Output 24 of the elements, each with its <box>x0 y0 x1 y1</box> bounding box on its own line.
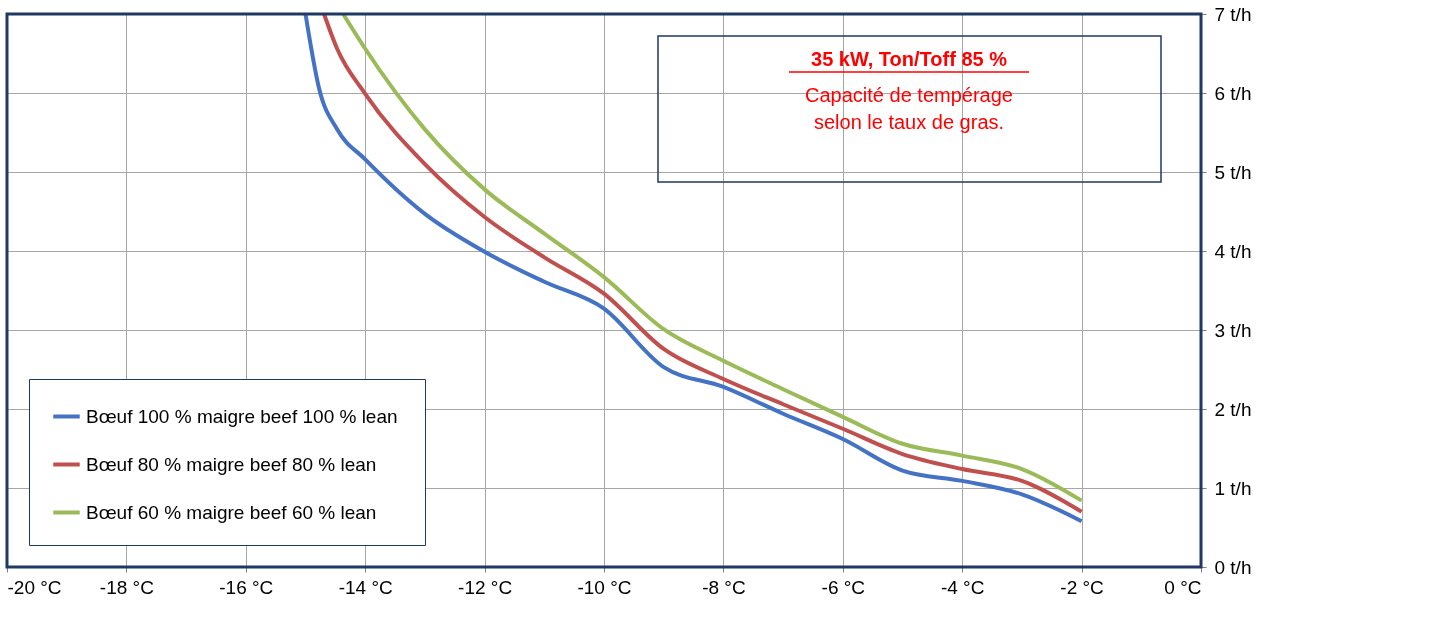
x-tick-label: -6 °C <box>821 576 866 598</box>
x-tick-label: -12 °C <box>458 576 513 598</box>
legend-label: Bœuf 80 % maigre beef 80 % lean <box>86 453 377 475</box>
y-tick-label: 3 t/h <box>1214 319 1252 341</box>
x-tick-label: -14 °C <box>338 576 393 598</box>
x-tick-label: -4 °C <box>940 576 985 598</box>
y-tick-label: 5 t/h <box>1214 161 1252 183</box>
y-tick-label: 2 t/h <box>1214 398 1252 420</box>
x-tick-label: -10 °C <box>577 576 632 598</box>
text: Capacité de tempérage selon le taux de gras. <box>805 84 1013 133</box>
y-tick-label: 0 t/h <box>1214 556 1252 578</box>
x-tick-label: -8 °C <box>702 576 746 598</box>
legend-label: Bœuf 60 % maigre beef 60 % lean <box>86 501 377 523</box>
y-tick-label: 4 t/h <box>1214 240 1252 262</box>
x-tick-label: -16 °C <box>219 576 274 598</box>
x-tick-label: -18 °C <box>99 576 154 598</box>
y-tick-label: 7 t/h <box>1214 3 1252 25</box>
x-tick-label: 0 °C <box>1164 576 1202 598</box>
x-tick-label: -20 °C <box>7 576 62 598</box>
text: 35 kW, Ton/Toff 85 % <box>811 48 1008 70</box>
y-tick-label: 1 t/h <box>1214 477 1252 499</box>
y-tick-label: 6 t/h <box>1214 82 1252 104</box>
x-tick-label: -2 °C <box>1060 576 1104 598</box>
legend-label: Bœuf 100 % maigre beef 100 % lean <box>86 405 398 427</box>
